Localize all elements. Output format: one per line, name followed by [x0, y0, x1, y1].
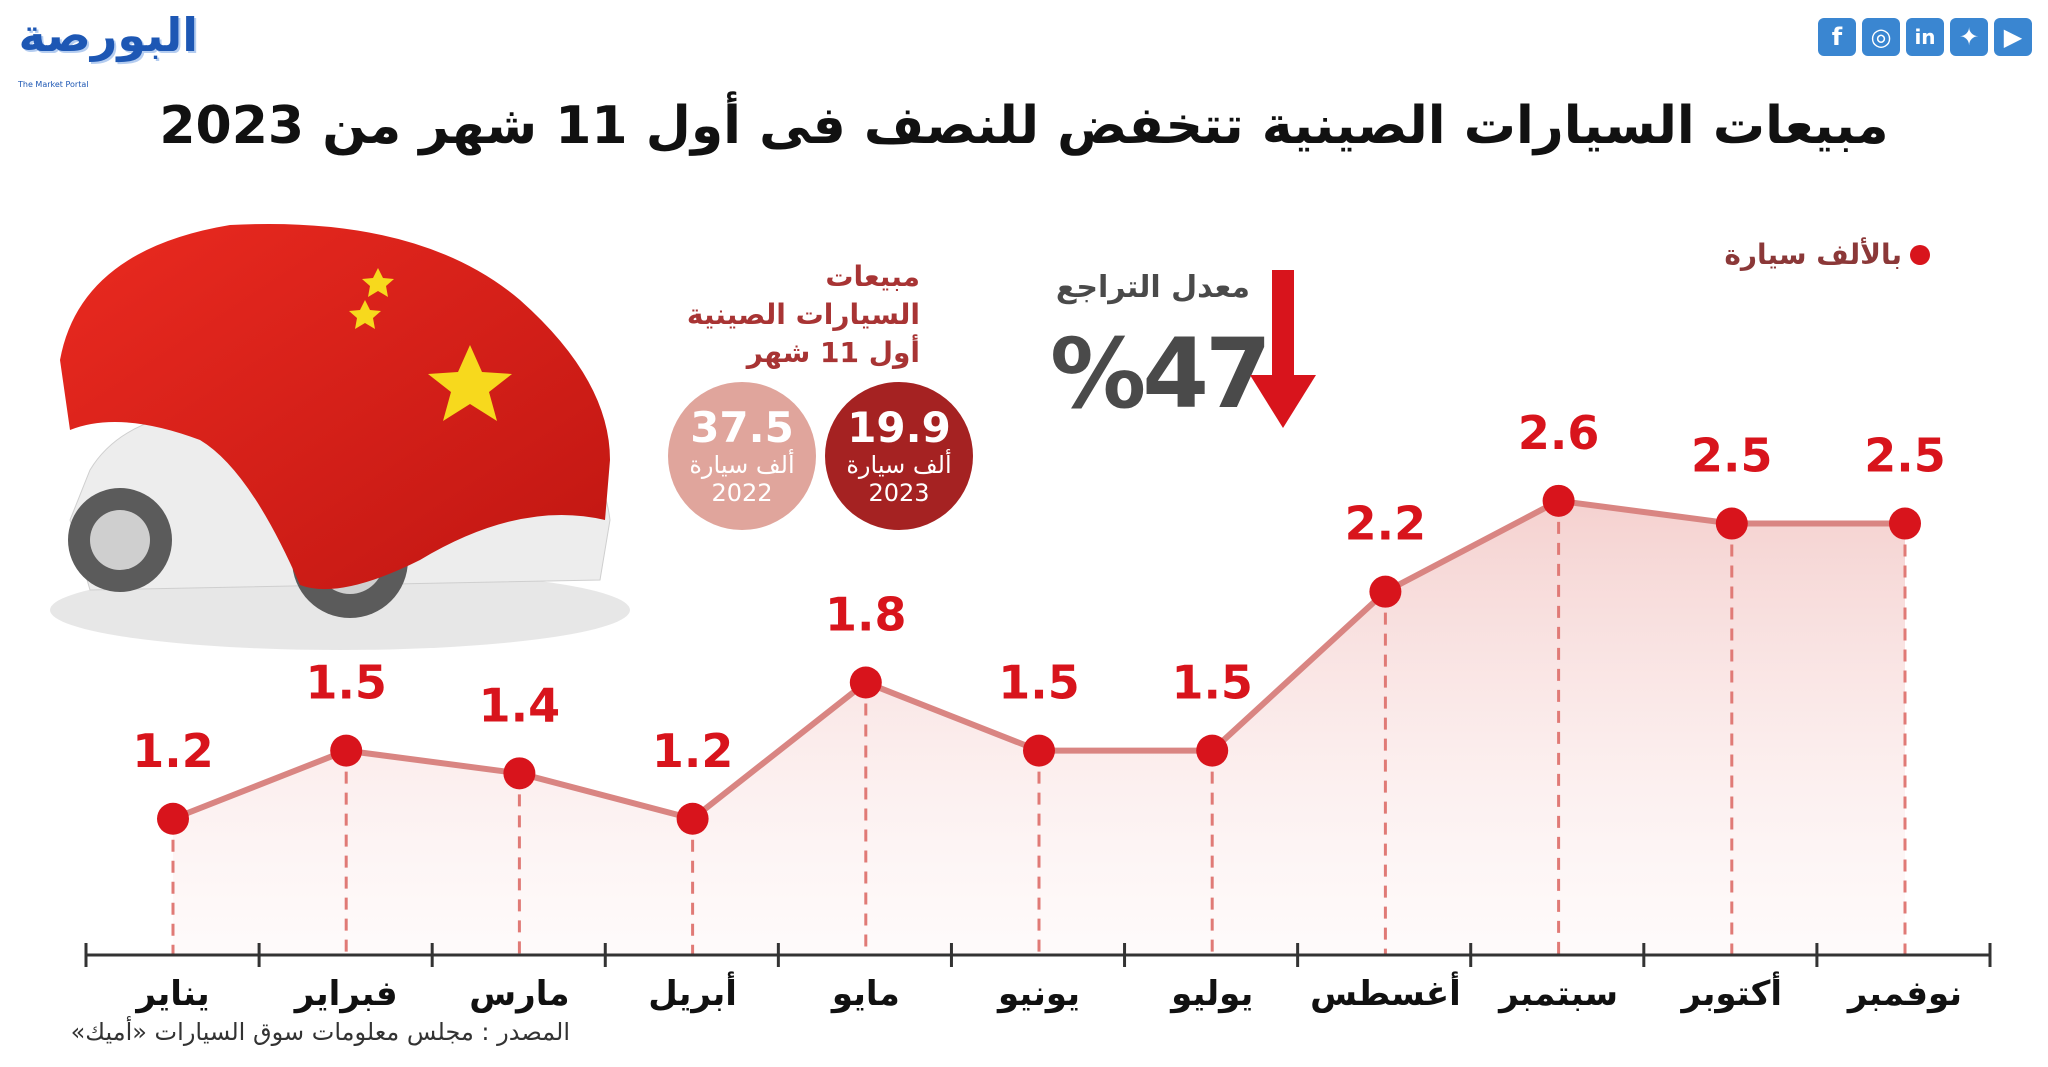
logo-text: البورصة [18, 8, 199, 62]
facebook-icon[interactable]: f [1818, 18, 1856, 56]
unit-bullet-icon [1910, 244, 1930, 265]
chart-point-6 [1023, 734, 1055, 767]
chart-point-9 [1542, 484, 1575, 517]
instagram-icon[interactable]: ◎ [1862, 18, 1900, 56]
x-axis-tick-label-8: أغسطس [1310, 971, 1461, 1014]
chart-value-label-7: 1.5 [1171, 656, 1253, 710]
sales-heading: مبيعات السيارات الصينية أول 11 شهر [660, 258, 920, 372]
chart-point-10 [1715, 507, 1748, 540]
sales-2023-unit: ألف سيارة [846, 451, 952, 479]
chart-value-label-9: 2.6 [1518, 406, 1600, 460]
sales-2022-badge: 37.5 ألف سيارة 2022 [668, 382, 816, 530]
chart-area [173, 500, 1905, 955]
chart-point-5 [849, 666, 882, 699]
social-icons: f ◎ in ✦ ▶ [1818, 18, 2032, 56]
chart-dropline-group [171, 500, 1907, 955]
chart-value-label-3: 1.4 [479, 678, 561, 732]
sales-2022-unit: ألف سيارة [689, 451, 795, 479]
twitter-icon[interactable]: ✦ [1950, 18, 1988, 56]
sales-heading-line-1: مبيعات [825, 260, 920, 293]
youtube-icon[interactable]: ▶ [1994, 18, 2032, 56]
chart-point-8 [1369, 575, 1402, 608]
x-axis-tick-label-7: يوليو [1169, 974, 1253, 1014]
sales-heading-line-2: السيارات الصينية [686, 298, 920, 331]
chart-area-fill [173, 500, 1905, 955]
unit-note: بالألف سيارة [1724, 238, 1930, 271]
x-axis-tick-label-5: مايو [830, 974, 900, 1014]
linkedin-icon[interactable]: in [1906, 18, 1944, 56]
chart-value-label-10: 2.5 [1691, 429, 1773, 483]
x-axis-tick-label-10: أكتوبر [1680, 971, 1783, 1014]
chart-value-label-5: 1.8 [825, 588, 907, 642]
sales-heading-line-3: أول 11 شهر [746, 336, 920, 369]
car-illustration [50, 223, 630, 650]
x-axis-tick-label-9: سبتمبر [1497, 974, 1618, 1014]
chart-value-label-6: 1.5 [998, 656, 1080, 710]
chart-value-label-4: 1.2 [652, 724, 734, 778]
chart-point-7 [1196, 734, 1229, 767]
unit-note-text: بالألف سيارة [1724, 238, 1902, 271]
sales-2022-value: 37.5 [690, 403, 794, 452]
x-axis-tick-label-11: نوفمبر [1846, 974, 1962, 1014]
x-axis-tick-label-1: يناير [134, 974, 209, 1014]
chart-point-11 [1889, 507, 1921, 540]
sales-2022-year: 2022 [711, 479, 773, 507]
chart-value-label-2: 1.5 [305, 656, 387, 710]
chart-point-4 [676, 802, 709, 835]
x-axis-tick-label-6: يونيو [996, 974, 1080, 1014]
chart-value-label-11: 2.5 [1864, 429, 1946, 483]
chart-point-1 [157, 802, 189, 835]
x-axis-tick-label-3: مارس [469, 974, 569, 1014]
chart-value-label-8: 2.2 [1345, 497, 1427, 551]
chart-point-3 [503, 757, 536, 790]
sales-2023-badge: 19.9 ألف سيارة 2023 [825, 382, 973, 530]
sales-2023-year: 2023 [868, 479, 930, 507]
page-title: مبيعات السيارات الصينية تتخفض للنصف فى أ… [159, 96, 1889, 156]
chart-point-2 [330, 734, 363, 767]
logo-subtitle: The Market Portal [18, 80, 89, 89]
x-axis-tick-label-4: أبريل [648, 971, 737, 1014]
sales-2023-value: 19.9 [847, 403, 951, 452]
decline-value: %47 [1050, 318, 1272, 430]
chart-point-group [157, 484, 1921, 835]
x-axis-tick-label-2: فبراير [293, 974, 398, 1014]
decline-label: معدل التراجع [1055, 270, 1250, 305]
chart-value-label-1: 1.2 [132, 724, 214, 778]
down-arrow-icon [1250, 270, 1316, 428]
source-note: المصدر : مجلس معلومات سوق السيارات «أميك… [70, 1018, 570, 1046]
x-axis [84, 943, 1992, 967]
x-axis-tick-label-group: يناير فبراير مارس أبريل مايو يونيو يوليو أغسطس س… [134, 971, 1962, 1014]
chart-value-label-group: 1.2 1.5 1.4 1.2 1.8 1.5 1.5 2.2 2.6 2.5 2.5 [132, 406, 1946, 778]
brand-logo[interactable]: البورصة The Market Portal [18, 8, 199, 89]
